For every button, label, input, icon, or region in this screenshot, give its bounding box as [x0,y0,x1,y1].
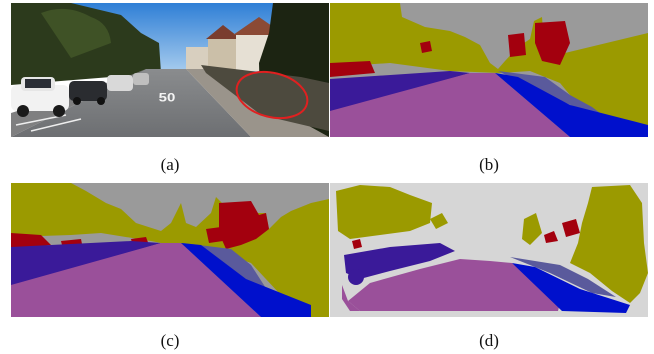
segmentation-map [330,183,648,317]
lane-region [495,73,648,137]
parked-car [107,73,149,91]
road-marking: 50 [159,91,176,104]
caption-d: (d) [479,331,499,350]
road-region [11,243,261,317]
building-region [535,21,570,65]
road-region [330,73,570,137]
parked-car [11,77,69,117]
vegetation-region [330,3,648,137]
segmentation-panel-b [330,3,648,137]
lane-region [181,243,311,317]
terrain-region [510,257,616,297]
caption-a: (a) [160,155,180,174]
annotation-ring [235,70,309,120]
caption-c: (c) [160,331,180,350]
sidewalk-region [344,243,455,279]
caption-b: (b) [479,155,499,174]
segmentation-panel-d [330,183,648,317]
parked-car [69,81,107,105]
building-region [562,219,580,237]
photo-panel: 50 [11,3,329,137]
road [11,69,251,137]
street-photo: 50 [11,3,329,137]
far-building [186,47,208,71]
segmentation-map [11,183,329,317]
vegetation-region [336,185,432,239]
road-region [348,259,560,311]
building-region [219,201,269,249]
lane-region [512,263,630,313]
segmentation-panel-c [11,183,329,317]
segmentation-map [330,3,648,137]
